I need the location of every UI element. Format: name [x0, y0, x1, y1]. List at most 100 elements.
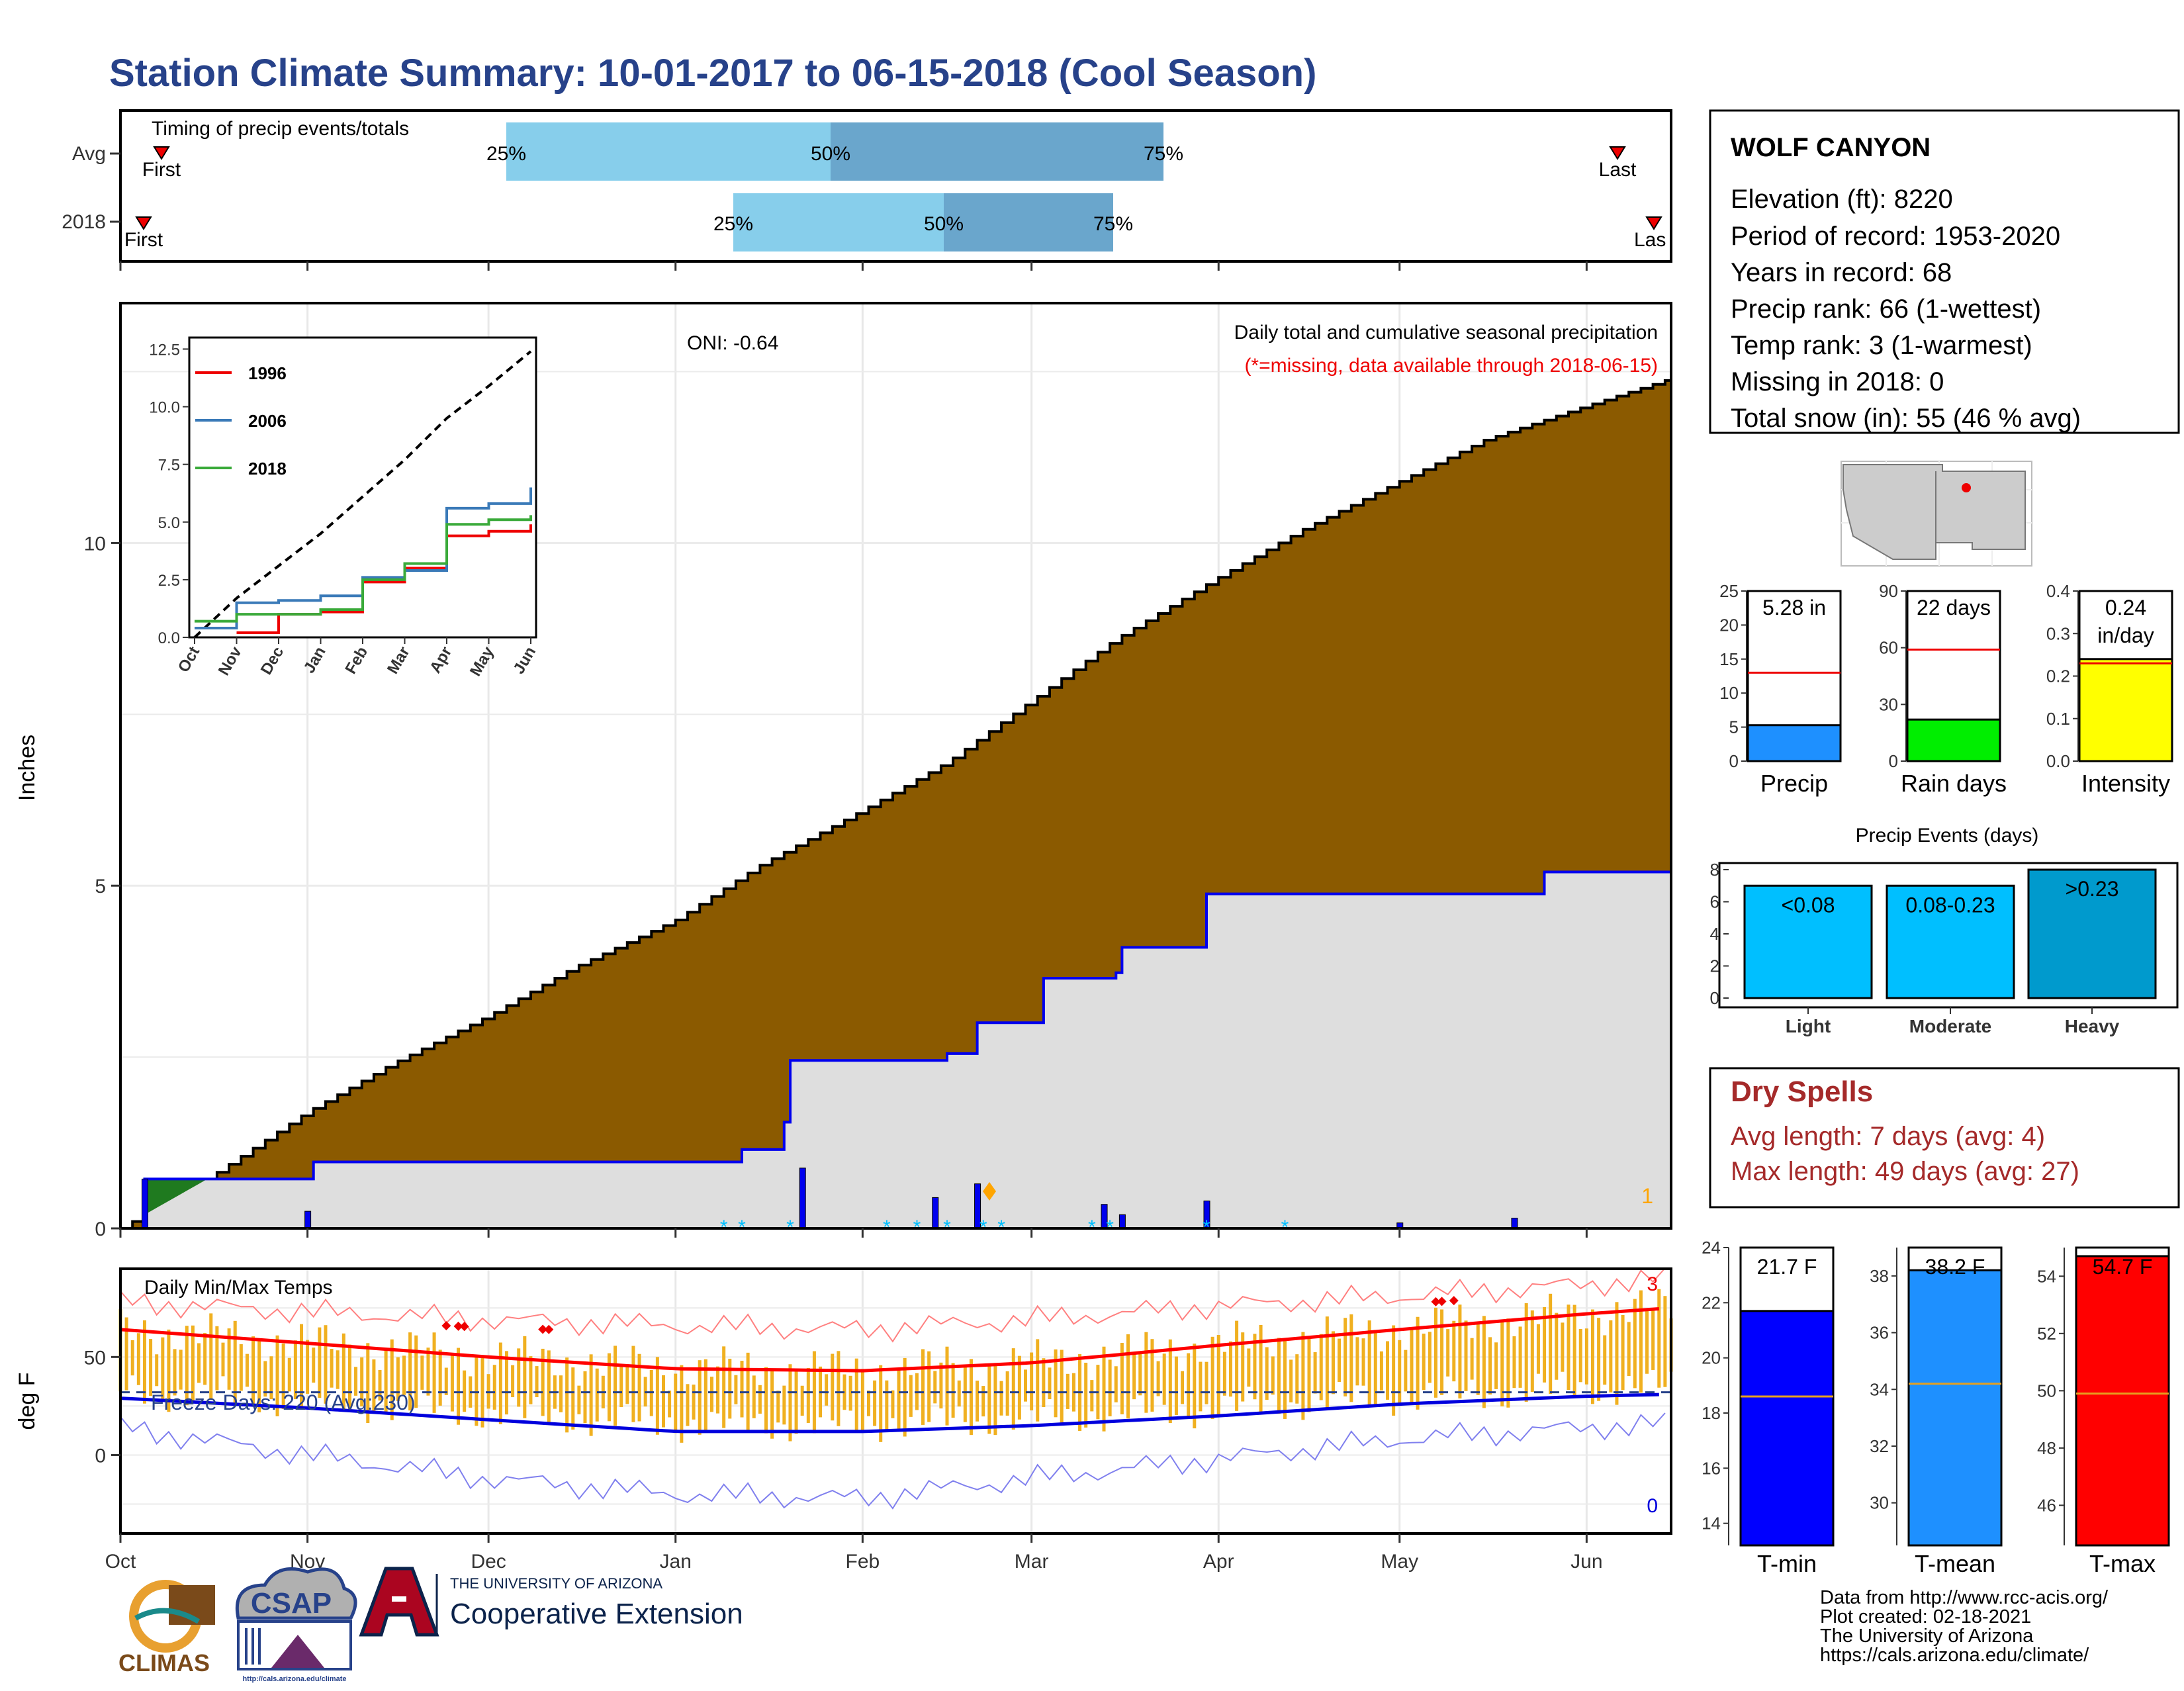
- temp-sum-category-label: T-min: [1757, 1550, 1817, 1577]
- y2018-50-label: 50%: [924, 213, 964, 235]
- y2018-75-label: 75%: [1093, 213, 1133, 235]
- daily-temp-bar: [957, 1380, 961, 1407]
- daily-temp-bar: [245, 1353, 249, 1387]
- temp-sum-bar-t-max: [2075, 1255, 2170, 1547]
- record-high-count: 3: [1647, 1273, 1658, 1295]
- daily-temp-bar: [1578, 1328, 1582, 1383]
- daily-temp-bar: [197, 1343, 201, 1383]
- average-min-line: [120, 1393, 1659, 1434]
- daily-temp-bar: [981, 1386, 985, 1417]
- daily-temp-bar: [1627, 1322, 1631, 1377]
- daily-temp-bar: [1367, 1320, 1371, 1406]
- daily-temp-bar: [1138, 1352, 1142, 1396]
- daily-temp-bar: [341, 1333, 345, 1410]
- mini-bar-intensity: [2078, 658, 2173, 762]
- daily-temp-bar: [498, 1342, 502, 1424]
- daily-temp-bar: [1416, 1316, 1420, 1410]
- observed-cumulative-line: [120, 866, 1672, 1230]
- daily-temp-bar: [203, 1333, 207, 1385]
- daily-temp-bar: [1506, 1318, 1510, 1408]
- page-title: Station Climate Summary: 10-01-2017 to 0…: [109, 52, 1316, 95]
- daily-temp-bar: [1518, 1326, 1522, 1388]
- daily-temp-bar: [360, 1357, 364, 1406]
- daily-temp-bar: [480, 1355, 484, 1428]
- record-low-count: 0: [1647, 1495, 1658, 1517]
- daily-temp-bar: [547, 1350, 551, 1424]
- daily-temp-bar: [1373, 1330, 1377, 1405]
- daily-temp-bar: [1331, 1331, 1335, 1394]
- month-label: Mar: [1015, 1551, 1049, 1573]
- station-precip-rank: Precip rank: 66 (1-wettest): [1731, 295, 2041, 324]
- mini-y-tick-label: 60: [1879, 638, 1898, 658]
- daily-temp-bar: [1452, 1320, 1456, 1382]
- daily-temp-bar: [577, 1385, 581, 1414]
- daily-temp-bar: [124, 1317, 128, 1391]
- daily-temp-bar: [776, 1391, 780, 1423]
- daily-temp-bar: [1530, 1310, 1534, 1392]
- daily-precip-bar: [304, 1211, 312, 1229]
- daily-temp-bar: [233, 1320, 237, 1403]
- daily-temp-bar: [752, 1375, 756, 1418]
- daily-temp-bar: [589, 1354, 593, 1436]
- inset-line-2018: [195, 515, 532, 623]
- daily-temp-bar: [517, 1348, 521, 1407]
- events-category-label: Heavy: [2065, 1016, 2120, 1036]
- record-high-marker: [538, 1324, 548, 1334]
- daily-temp-bar: [1386, 1341, 1390, 1400]
- daily-temp-bar: [806, 1367, 810, 1423]
- mini-y-tick-label: 10: [1719, 683, 1739, 703]
- daily-temp-bar: [1422, 1334, 1426, 1391]
- record-high-marker: [459, 1322, 469, 1332]
- events-range-label: >0.23: [2066, 877, 2119, 901]
- events-bar-light: [1743, 884, 1873, 999]
- daily-temp-bar: [1440, 1309, 1444, 1395]
- climas-wordmark: CLIMAS: [118, 1649, 210, 1676]
- daily-temp-bar: [263, 1361, 267, 1397]
- daily-temp-bar: [191, 1325, 195, 1403]
- daily-temp-bar: [614, 1346, 617, 1426]
- temp-sum-y-tick-label: 50: [2037, 1381, 2056, 1400]
- daily-temp-bar: [1265, 1347, 1269, 1400]
- mini-y-tick-label: 25: [1719, 581, 1739, 601]
- daily-temp-bar: [1102, 1346, 1106, 1432]
- daily-temp-bar: [800, 1385, 804, 1416]
- daily-temp-bar: [523, 1336, 527, 1418]
- daily-temp-bar: [1621, 1314, 1625, 1391]
- climas-logo: CLIMAS: [118, 1580, 215, 1676]
- avg-25-label: 25%: [486, 143, 526, 165]
- daily-temp-bar: [1168, 1339, 1172, 1423]
- dry-spells-title: Dry Spells: [1731, 1075, 1873, 1108]
- events-y-tick-label: 0: [1710, 988, 1719, 1008]
- avg-q2-q3-band: [831, 122, 1163, 181]
- daily-temp-bar: [384, 1348, 388, 1414]
- daily-temp-bar: [438, 1349, 442, 1406]
- oni-label: ONI: -0.64: [687, 332, 778, 354]
- temp-sum-bar-t-min: [1739, 1310, 1835, 1547]
- daily-temp-bar: [1464, 1320, 1468, 1391]
- daily-precip-bar: [799, 1167, 806, 1229]
- mini-y-tick-label: 90: [1879, 581, 1898, 601]
- daily-temp-bar: [728, 1358, 732, 1419]
- temp-sum-y-tick-label: 36: [1870, 1323, 1889, 1343]
- daily-temp-bar: [155, 1354, 159, 1387]
- daily-temp-bar: [1024, 1369, 1028, 1402]
- month-label: Jan: [660, 1551, 692, 1573]
- daily-temp-bar: [607, 1353, 611, 1422]
- average-max-line: [120, 1307, 1659, 1373]
- events-category-label: Moderate: [1909, 1016, 1991, 1036]
- daily-temp-bar: [167, 1329, 171, 1412]
- temp-sum-y-tick-label: 16: [1702, 1458, 1721, 1478]
- daily-temp-bar: [1253, 1334, 1257, 1400]
- events-category-label: Light: [1786, 1016, 1831, 1036]
- daily-temp-bar: [432, 1332, 436, 1413]
- daily-temp-bar: [347, 1344, 351, 1410]
- freeze-days-label: Freeze Days: 220 (Avg:230): [151, 1391, 416, 1414]
- timing-row-avg: Avg: [72, 143, 106, 165]
- inset-legend-2018: 2018: [248, 459, 287, 479]
- daily-temp-bar: [1181, 1371, 1185, 1404]
- record-high-marker: [1437, 1297, 1447, 1306]
- daily-temp-bar: [1379, 1351, 1383, 1391]
- daily-temp-bar: [1572, 1304, 1576, 1397]
- observed-cumulative-area: [120, 866, 1671, 1228]
- daily-temp-bar: [619, 1365, 623, 1408]
